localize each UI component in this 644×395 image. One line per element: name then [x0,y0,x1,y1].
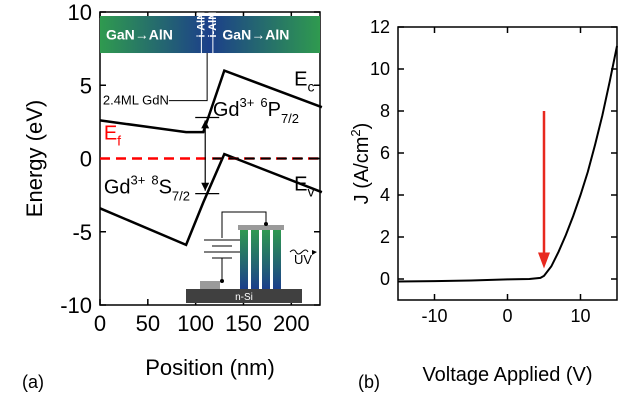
y-tick-label: 8 [380,101,390,121]
y-tick-label: 0 [380,269,390,289]
panel-a-y-axis-label: Energy (eV) [22,100,47,217]
banner-label-i-aln-1: i-AlN [196,12,208,38]
panel-a: 0 50 100 150 200 -10 -5 0 5 10 GaN→AlN GaN→AlN i… [22,0,323,392]
gd-lower-state: S [159,177,172,199]
x-tick-label: 100 [177,311,214,336]
onset-arrow-head [538,252,550,269]
gdn-label: 2.4ML GdN [103,92,169,107]
y-tick-label: 12 [370,17,390,37]
ev-label-sub: v [308,184,315,200]
gd-lower-super: 8 [151,173,158,188]
ef-label-sub: f [117,132,121,148]
y-tick-label: 4 [380,185,390,205]
y-tick-label: -5 [72,220,92,245]
panel-a-x-axis-label: Position (nm) [145,355,275,380]
panel-b: -10 0 10 0 2 4 6 8 10 12 Voltage Applied (V) J (… [348,17,618,392]
panel-b-x-ticks: -10 0 10 [421,27,591,326]
y-tick-label: 10 [370,59,390,79]
ev-label: Ev [294,174,314,200]
gd-upper-super: 6 [260,95,267,110]
arrow-head-up [201,120,210,129]
gd-lower-main: Gd [104,177,131,199]
banner-label-left: GaN→AlN [106,27,173,43]
substrate-block [186,289,302,303]
y-tick-label: 5 [80,73,92,98]
panel-b-y-axis-label-main: J (A/cm [351,137,373,205]
x-tick-label: 50 [136,311,160,336]
nanowire [240,229,248,289]
bottom-contact [200,281,220,289]
ev-label-main: E [294,174,307,196]
arrow-head-down [201,182,210,191]
layer-structure-banner: GaN→AlN GaN→AlN i-AlN i-AlN [100,12,320,54]
uv-arrow-icon [312,250,317,255]
panel-b-x-axis-label: Voltage Applied (V) [422,364,592,386]
ec-label: Ec [294,68,314,94]
uv-wave-icon [289,249,309,255]
ec-label-main: E [294,68,307,90]
panel-b-y-ticks: 0 2 4 6 8 10 12 [370,17,617,289]
device-schematic: n-Si UV [186,211,317,303]
panel-b-y-axis-label-sup: 2 [348,129,363,136]
x-tick-label: 150 [225,311,262,336]
uv-label: UV [294,252,312,267]
current-density-line [397,45,618,283]
circuit-wire-top [221,211,267,238]
nanowire [262,229,270,289]
ef-label: Ef [104,122,121,148]
panel-b-y-axis-label: J (A/cm2) [348,123,373,205]
gd-upper-charge: 3+ [240,95,255,110]
gradient-layer-bar [100,16,320,54]
x-tick-label: 0 [502,306,512,326]
wire-node [220,279,224,283]
panel-a-label: (a) [22,372,44,392]
gd-upper-main: Gd [213,99,240,121]
gd-lower-label: Gd3+ 8S7/2 [104,173,190,204]
banner-label-right: GaN→AlN [222,27,289,43]
gdn-leader-line [168,53,208,102]
gdn-annotation: 2.4ML GdN [103,53,208,107]
nanowire [251,229,259,289]
valence-band-line [99,152,323,247]
substrate-label: n-Si [235,292,253,303]
gd-upper-state: P [268,99,281,121]
panel-b-y-axis-label-end: ) [351,123,373,130]
x-tick-label: -10 [421,306,447,326]
nanowire [273,229,281,289]
gd-upper-label: Gd3+ 6P7/2 [213,95,299,126]
ef-label-main: E [104,122,117,144]
conduction-band-line [99,68,323,134]
x-tick-label: 10 [570,306,590,326]
x-tick-label: 0 [94,311,106,336]
gd-upper-sub: 7/2 [281,111,299,126]
y-tick-label: -10 [60,293,92,318]
gd-lower-sub: 7/2 [172,189,190,204]
banner-label-i-aln-2: i-AlN [207,12,219,38]
y-tick-label: 6 [380,143,390,163]
panel-b-plot-frame [397,26,618,301]
x-tick-label: 200 [273,311,310,336]
wire-node [264,222,268,226]
ec-label-sub: c [308,78,315,94]
nanowire-array [238,225,284,289]
y-tick-label: 0 [80,147,92,172]
gd-lower-charge: 3+ [131,173,146,188]
gd-level-markers [195,116,220,195]
panel-a-y-ticks: -10 -5 0 5 10 [60,0,320,318]
panel-b-label: (b) [358,372,380,392]
top-contact [238,225,284,230]
y-tick-label: 2 [380,227,390,247]
y-tick-label: 10 [68,0,92,25]
panel-a-x-ticks: 0 50 100 150 200 [94,12,310,336]
